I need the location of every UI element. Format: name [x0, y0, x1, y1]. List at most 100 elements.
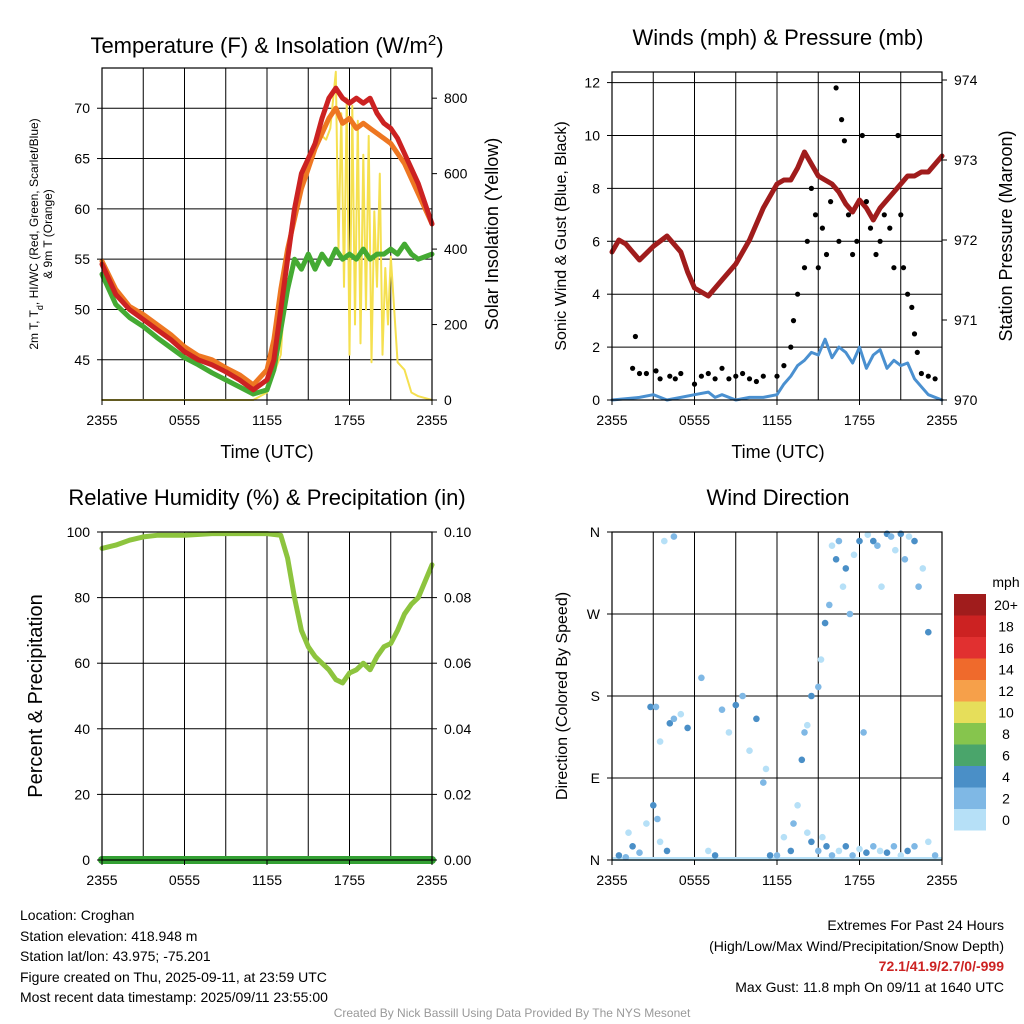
temp-x-tick-label: 0555 [169, 412, 200, 428]
direction-point [878, 583, 885, 590]
direction-point [863, 849, 870, 856]
gust-point [850, 251, 856, 258]
gust-point [887, 225, 893, 231]
speed-legend-swatch [954, 658, 986, 680]
speed-legend-label: 10 [998, 705, 1014, 721]
direction-point [808, 838, 815, 846]
rh-y-tick-label: 40 [74, 721, 90, 737]
rh-y2-tick-label: 0.08 [444, 590, 471, 606]
temp-y2-tick-label: 800 [444, 90, 468, 106]
direction-point [817, 656, 825, 663]
gust-point [863, 199, 870, 205]
direction-point [629, 843, 636, 850]
temp-y-tick-label: 45 [74, 352, 90, 368]
direction-point [760, 779, 767, 786]
extremes-subtitle: (High/Low/Max Wind/Precipitation/Snow De… [709, 937, 1004, 954]
direction-point [804, 721, 811, 729]
gust-point [836, 238, 842, 244]
direction-point [919, 565, 927, 572]
direction-point [870, 537, 877, 545]
latlon-text: Station lat/lon: 43.975; -75.201 [20, 948, 211, 964]
direction-point [739, 692, 746, 700]
rh-y2-tick-label: 0.10 [444, 524, 471, 540]
direction-point [652, 703, 660, 711]
direction-point [870, 843, 877, 850]
gust-point [746, 376, 753, 382]
sonic-wind-line [610, 337, 944, 402]
gust-point [854, 238, 860, 244]
humidity-precip-panel: 2355 0555 1155 1755 2355 0 20 40 60 80 100 0.00 0.02… [25, 485, 471, 888]
temp-series-line [99, 241, 435, 397]
direction-point [832, 556, 840, 563]
direction-point [826, 601, 833, 609]
speed-legend-swatch [954, 615, 986, 637]
speed-legend-swatch [954, 723, 986, 745]
rh-y-tick-label: 100 [67, 524, 91, 540]
winds-y2-tick-label: 970 [954, 392, 978, 408]
gust-point [905, 291, 911, 297]
direction-point [684, 724, 691, 732]
gust-point [909, 304, 915, 310]
gust-point [841, 138, 848, 144]
winds-y-axis-label: Sonic Wind & Gust (Blue, Black) [553, 121, 570, 350]
dir-x-tick-label: 0555 [679, 872, 710, 888]
gust-point [833, 85, 839, 91]
direction-point [753, 715, 760, 723]
speed-legend-swatch [954, 701, 986, 723]
gust-point [691, 381, 698, 387]
winds-y2-tick-label: 973 [954, 152, 978, 168]
location-text: Location: Croghan [20, 907, 135, 923]
temp-x-axis-label: Time (UTC) [220, 442, 313, 462]
wind-direction-panel: 2355 0555 1155 1755 2355 N E S W N Wind Direction D… [554, 485, 1020, 888]
direction-point [622, 854, 630, 861]
direction-point [718, 706, 726, 713]
direction-point [828, 542, 836, 549]
gust-point [873, 251, 879, 258]
temp-series-line [99, 85, 435, 393]
temp-series-line [99, 105, 435, 388]
temp-y-axis-label-line2: & 9m T (Orange) [41, 189, 55, 279]
direction-point [698, 674, 705, 682]
direction-point [794, 802, 801, 809]
direction-point [650, 802, 657, 809]
gust-point [839, 117, 845, 123]
rh-y-tick-label: 20 [74, 786, 90, 802]
gust-point [918, 370, 925, 377]
gust-point [845, 212, 852, 218]
direction-point [615, 852, 623, 859]
speed-legend-label: 6 [1002, 748, 1010, 764]
gust-point [653, 368, 659, 374]
direction-point [876, 847, 884, 855]
gust-point [823, 251, 830, 258]
speed-legend-label: 8 [1002, 726, 1010, 742]
gust-point [900, 265, 907, 271]
gust-point [812, 212, 819, 218]
extremes-values: 72.1/41.9/2.7/0/-999 [878, 958, 1004, 974]
direction-point [670, 533, 678, 540]
direction-point [911, 843, 918, 850]
dir-x-tick-label: 1155 [762, 872, 792, 888]
temp-y2-tick-label: 600 [444, 166, 468, 182]
dir-x-tick-label: 2355 [926, 872, 957, 888]
gust-point [911, 331, 918, 337]
winds-y2-axis-label: Station Pressure (Maroon) [996, 130, 1016, 341]
temp-y-axis-label: 2m T, Td, HI/WC (Red, Green, Scarlet/Blu… [27, 118, 45, 349]
temp-y-tick-label: 70 [74, 100, 90, 116]
gust-point [643, 370, 650, 377]
gust-point [740, 370, 746, 377]
speed-legend-swatch [954, 744, 986, 766]
direction-point [842, 843, 850, 850]
dir-y-tick-label: W [587, 606, 601, 622]
speed-legend-label: 20+ [994, 597, 1018, 613]
gust-point [760, 373, 766, 379]
direction-point [666, 720, 674, 727]
temp-chart-title: Temperature (F) & Insolation (W/m2) [90, 32, 443, 59]
speed-legend-label: 12 [998, 683, 1014, 699]
temp-y2-tick-label: 0 [444, 392, 452, 408]
temp-x-tick-label: 2355 [416, 412, 447, 428]
direction-point [819, 833, 826, 841]
gust-point [932, 376, 938, 382]
gust-point [877, 238, 883, 244]
direction-point [904, 847, 911, 855]
gust-point [733, 373, 739, 379]
